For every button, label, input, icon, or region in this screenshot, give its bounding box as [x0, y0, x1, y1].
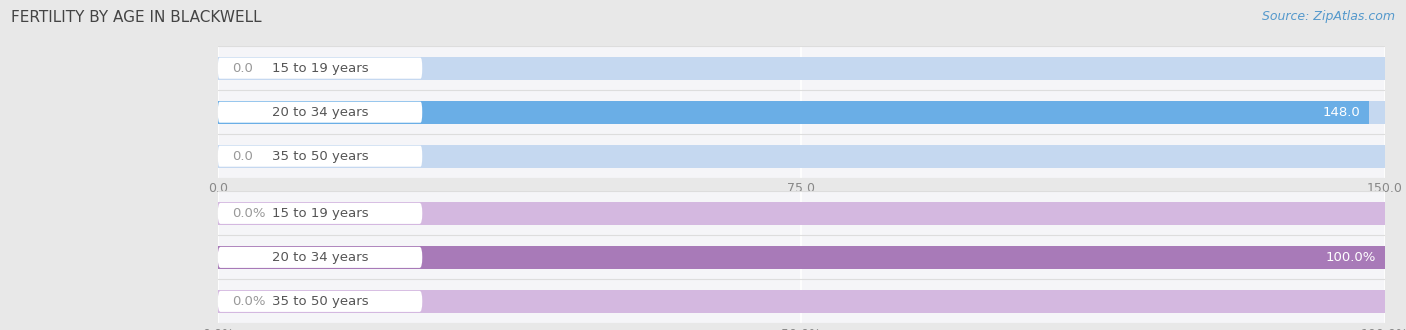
Text: 20 to 34 years: 20 to 34 years	[271, 106, 368, 119]
Bar	[218, 57, 1385, 80]
Text: 100.0%: 100.0%	[1326, 251, 1375, 264]
Bar	[218, 290, 1385, 313]
Text: Source: ZipAtlas.com: Source: ZipAtlas.com	[1261, 10, 1395, 23]
Text: FERTILITY BY AGE IN BLACKWELL: FERTILITY BY AGE IN BLACKWELL	[11, 10, 262, 25]
Text: 148.0: 148.0	[1322, 106, 1360, 119]
Text: 0.0%: 0.0%	[232, 207, 266, 220]
Text: 0.0: 0.0	[232, 62, 253, 75]
FancyBboxPatch shape	[218, 291, 422, 312]
Text: 35 to 50 years: 35 to 50 years	[271, 150, 368, 163]
Bar	[218, 101, 1385, 124]
FancyBboxPatch shape	[218, 146, 422, 167]
Bar	[218, 202, 1385, 225]
Bar	[218, 101, 1369, 124]
Text: 15 to 19 years: 15 to 19 years	[271, 207, 368, 220]
FancyBboxPatch shape	[218, 247, 422, 268]
Bar	[218, 145, 1385, 168]
Text: 0.0%: 0.0%	[232, 295, 266, 308]
FancyBboxPatch shape	[218, 102, 422, 123]
Bar	[218, 246, 1385, 269]
FancyBboxPatch shape	[218, 58, 422, 79]
Text: 15 to 19 years: 15 to 19 years	[271, 62, 368, 75]
Bar	[218, 246, 1385, 269]
Text: 20 to 34 years: 20 to 34 years	[271, 251, 368, 264]
FancyBboxPatch shape	[218, 203, 422, 224]
Text: 0.0: 0.0	[232, 150, 253, 163]
Text: 35 to 50 years: 35 to 50 years	[271, 295, 368, 308]
